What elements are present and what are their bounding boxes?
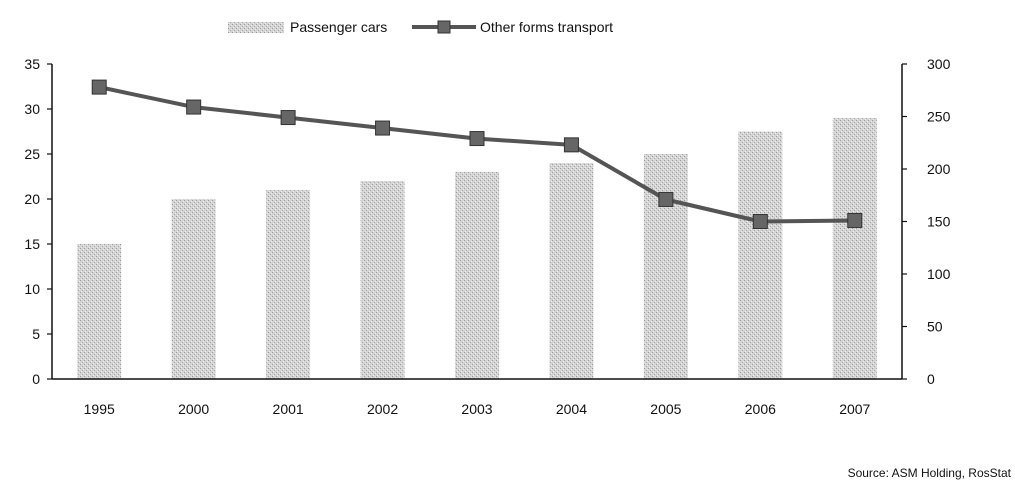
x-tick-label-2006: 2006 (745, 401, 776, 417)
x-tick-label-2000: 2000 (178, 401, 209, 417)
bar-passenger-cars-2006 (738, 131, 783, 379)
bar-passenger-cars-2000 (171, 199, 216, 379)
bar-passenger-cars-2003 (455, 172, 499, 379)
right-axis-ticks: 0 50 100 150 200 250 300 (902, 56, 951, 387)
marker-other-forms-transport-2005 (658, 191, 674, 207)
legend-label-other-transport: Other forms transport (480, 19, 613, 35)
x-tick-label-2002: 2002 (367, 401, 398, 417)
x-tick-label-2004: 2004 (556, 401, 587, 417)
marker-other-forms-transport-2000 (186, 99, 202, 115)
right-tick-label: 250 (927, 109, 951, 125)
bar-passenger-cars-2005 (643, 154, 688, 379)
x-tick-label-1995: 1995 (84, 401, 115, 417)
marker-other-forms-transport-2001 (280, 110, 296, 126)
legend-swatch-passenger-cars (228, 22, 284, 33)
left-tick-label: 0 (32, 371, 40, 387)
bar-passenger-cars-2007 (832, 118, 877, 379)
x-tick-label-2001: 2001 (273, 401, 304, 417)
bar-passenger-cars-2004 (549, 163, 594, 379)
bar-passenger-cars-2002 (360, 181, 405, 379)
line-layer (91, 79, 863, 229)
left-axis-ticks: 0 5 10 15 20 25 30 35 (24, 56, 52, 387)
bar-passenger-cars-2001 (266, 190, 311, 379)
bar-passenger-cars-1995 (77, 244, 122, 379)
right-tick-label: 200 (927, 161, 951, 177)
x-tick-label-2003: 2003 (461, 401, 492, 417)
right-tick-label: 0 (927, 371, 935, 387)
left-tick-label: 5 (32, 326, 40, 342)
left-tick-label: 20 (24, 191, 40, 207)
left-tick-label: 30 (24, 101, 40, 117)
marker-other-forms-transport-1995 (91, 79, 107, 95)
x-tick-label-2005: 2005 (650, 401, 681, 417)
left-tick-label: 10 (24, 281, 40, 297)
right-tick-label: 100 (927, 266, 951, 282)
marker-other-forms-transport-2003 (469, 131, 485, 147)
x-tick-label-2007: 2007 (839, 401, 870, 417)
marker-other-forms-transport-2006 (752, 214, 768, 229)
right-tick-label: 300 (927, 56, 951, 72)
bars-layer (77, 118, 877, 379)
left-tick-label: 35 (24, 56, 40, 72)
marker-other-forms-transport-2002 (375, 120, 391, 136)
left-tick-label: 15 (24, 236, 40, 252)
legend-marker-other-transport (437, 20, 451, 34)
right-tick-label: 150 (927, 214, 951, 230)
x-axis-labels: 1995 2000 2001 2002 2003 2004 2005 2006 2007 (84, 401, 871, 417)
right-tick-label: 50 (927, 319, 943, 335)
marker-other-forms-transport-2007 (847, 212, 863, 228)
marker-other-forms-transport-2004 (563, 137, 579, 153)
legend-label-passenger-cars: Passenger cars (290, 19, 387, 35)
legend: Passenger cars Other forms transport (228, 19, 613, 35)
left-tick-label: 25 (24, 146, 40, 162)
source-note: Source: ASM Holding, RosStat (847, 466, 1011, 480)
